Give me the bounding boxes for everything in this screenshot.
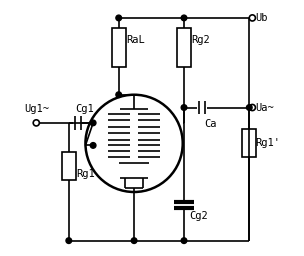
Text: Rg2: Rg2 <box>192 35 210 45</box>
Bar <box>242 129 256 157</box>
Bar <box>62 152 76 180</box>
Text: Ub: Ub <box>256 13 268 23</box>
Circle shape <box>116 92 122 98</box>
Bar <box>177 28 191 67</box>
Text: Ua~: Ua~ <box>256 102 275 113</box>
Text: Cg1: Cg1 <box>75 104 94 114</box>
Circle shape <box>181 15 187 21</box>
Text: Ca: Ca <box>205 119 217 129</box>
Circle shape <box>247 105 252 110</box>
Circle shape <box>116 15 122 21</box>
Text: Rg1: Rg1 <box>77 169 95 179</box>
Circle shape <box>131 238 137 243</box>
Circle shape <box>90 143 96 148</box>
Text: Rg1': Rg1' <box>256 138 281 148</box>
Text: RaL: RaL <box>126 35 145 45</box>
Bar <box>112 28 126 67</box>
Text: Cg2: Cg2 <box>189 211 208 221</box>
Circle shape <box>181 105 187 110</box>
Text: Ug1~: Ug1~ <box>24 104 49 114</box>
Circle shape <box>90 120 96 126</box>
Circle shape <box>181 238 187 243</box>
Circle shape <box>66 238 72 243</box>
